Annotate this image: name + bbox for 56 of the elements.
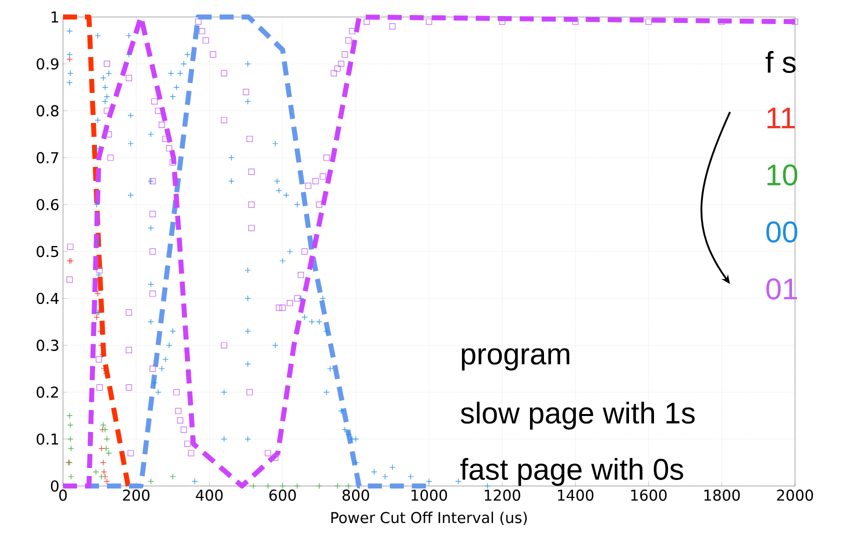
point — [250, 482, 256, 490]
point — [68, 445, 74, 452]
text: 10 — [767, 164, 798, 186]
point — [99, 352, 106, 358]
y-tick-label: 0.5 — [36, 246, 58, 258]
y-tick-label: 0.4 — [36, 292, 59, 304]
x-tick-label: 400 — [196, 490, 223, 501]
point — [104, 436, 110, 442]
point — [97, 328, 104, 334]
y-tick-label: 0.2 — [36, 386, 58, 398]
point — [68, 474, 74, 480]
x-tick-label: 1400 — [558, 490, 594, 501]
point — [98, 474, 105, 480]
point — [170, 474, 176, 480]
point — [98, 342, 105, 348]
legend-title: f s — [766, 51, 796, 73]
point — [94, 290, 101, 297]
annotation: fast page with 0s — [460, 458, 684, 486]
point — [280, 482, 286, 490]
x-tick-label: 800 — [342, 490, 370, 501]
x-axis-title: Power Cut Off Interval (us) — [331, 512, 527, 525]
x-tick-label: 1200 — [484, 490, 520, 501]
x-tick-label: 200 — [123, 490, 150, 501]
text: 01 — [766, 278, 797, 300]
y-tick-label: 0.1 — [36, 433, 58, 445]
point — [148, 478, 154, 484]
annotation: slow page with 1s — [460, 402, 695, 430]
point — [66, 56, 73, 62]
x-tick-label: 1600 — [631, 490, 667, 501]
point — [98, 445, 105, 452]
annotation: program — [462, 348, 570, 371]
point — [264, 482, 272, 490]
point — [334, 482, 341, 490]
point — [66, 412, 73, 419]
y-tick-label: 0 — [50, 480, 58, 492]
point — [94, 314, 100, 320]
point — [100, 459, 106, 466]
y-tick-label: 0.7 — [36, 152, 58, 164]
y-tick-label: 0.3 — [36, 340, 58, 351]
point — [294, 482, 300, 490]
x-tick-label: 0 — [59, 490, 67, 501]
point — [67, 436, 74, 442]
x-tick-label: 1000 — [412, 490, 448, 501]
text: 00 — [766, 221, 798, 243]
point — [92, 468, 100, 476]
x-tick-label: 600 — [269, 490, 296, 501]
point — [345, 482, 352, 490]
y-tick-label: 0.8 — [36, 105, 58, 116]
x-tick-label: 2000 — [777, 490, 814, 501]
text: 11 — [767, 108, 795, 128]
y-tick-label: 0.9 — [36, 58, 58, 70]
x-tick-label: 1800 — [704, 490, 740, 501]
y-tick-label: 0.6 — [36, 198, 59, 210]
y-tick-label: 1 — [52, 12, 58, 22]
point — [67, 422, 74, 428]
point — [316, 482, 322, 490]
